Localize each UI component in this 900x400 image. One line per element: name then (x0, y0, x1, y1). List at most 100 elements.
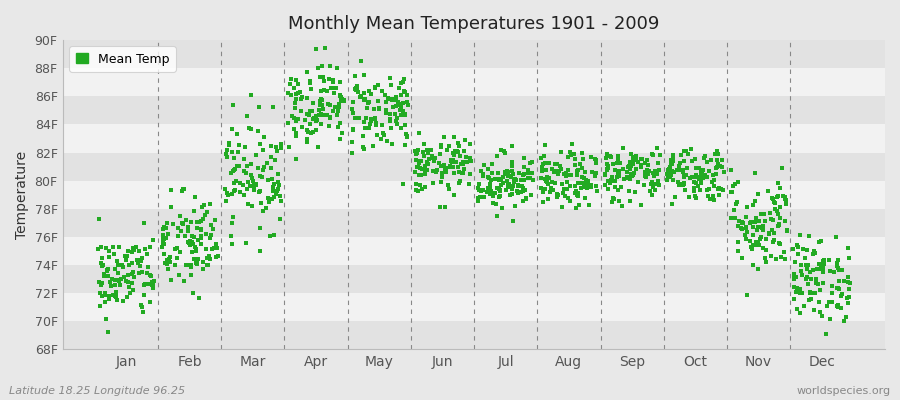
Point (538, 176, 553, 183)
Point (251, 128, 266, 134)
Point (766, 238, 780, 245)
Point (220, 154, 234, 160)
Point (364, 117, 378, 124)
Point (378, 92, 392, 98)
Point (322, 101, 337, 108)
Point (685, 174, 699, 180)
Point (640, 157, 654, 163)
Point (608, 196, 622, 203)
Point (550, 160, 564, 167)
Point (334, 98, 348, 104)
Point (687, 178, 701, 185)
Point (368, 120, 382, 126)
Point (515, 183, 529, 189)
Point (303, 121, 318, 127)
Point (164, 204, 178, 210)
Point (253, 248, 267, 254)
Point (125, 249, 140, 255)
Point (348, 73, 363, 80)
Point (577, 180, 591, 187)
Point (331, 103, 346, 110)
Point (323, 63, 338, 70)
Point (368, 84, 382, 91)
Point (706, 172, 720, 178)
Point (746, 242, 760, 248)
Point (490, 153, 504, 160)
Point (505, 186, 519, 192)
Point (561, 167, 575, 174)
Point (320, 88, 334, 94)
Point (291, 81, 305, 87)
Point (648, 187, 662, 194)
Point (121, 279, 135, 286)
Point (97, 299, 112, 305)
Point (460, 158, 474, 165)
Point (503, 174, 517, 180)
Point (770, 223, 785, 230)
Point (351, 115, 365, 122)
Point (239, 163, 254, 169)
Point (311, 65, 326, 72)
Point (289, 133, 303, 140)
Point (451, 149, 465, 155)
Point (834, 290, 849, 297)
Point (516, 185, 530, 191)
Point (563, 149, 578, 155)
Point (210, 244, 224, 251)
Point (158, 235, 173, 241)
Point (410, 157, 424, 163)
Bar (63, 124, 885, 152)
Point (545, 179, 560, 185)
Point (242, 125, 256, 131)
Point (187, 193, 202, 200)
Point (535, 168, 549, 174)
Point (822, 257, 836, 264)
Point (99, 244, 113, 251)
Point (817, 260, 832, 266)
Point (238, 240, 253, 246)
Point (281, 90, 295, 97)
Point (220, 192, 235, 199)
Point (495, 204, 509, 211)
Point (316, 74, 330, 80)
Point (325, 108, 339, 114)
Point (459, 154, 473, 161)
Point (790, 251, 805, 257)
Point (551, 192, 565, 199)
Point (554, 163, 568, 170)
Point (293, 89, 308, 96)
Point (603, 180, 617, 186)
Point (689, 164, 704, 171)
Point (756, 245, 770, 251)
Point (266, 104, 280, 110)
Point (716, 169, 731, 175)
Point (304, 130, 319, 136)
Point (563, 172, 578, 178)
Point (173, 213, 187, 219)
Point (135, 304, 149, 310)
Point (833, 305, 848, 311)
Point (360, 104, 374, 111)
Point (354, 92, 368, 99)
Point (101, 266, 115, 272)
Point (626, 172, 641, 178)
Point (249, 182, 264, 188)
Point (446, 152, 461, 158)
Point (787, 246, 801, 252)
Point (541, 196, 555, 202)
Point (311, 107, 326, 113)
Point (332, 120, 347, 126)
Point (122, 284, 136, 290)
Point (536, 199, 550, 205)
Point (709, 164, 724, 170)
Point (613, 160, 627, 166)
Point (132, 262, 147, 269)
Point (324, 85, 338, 91)
Point (559, 170, 573, 176)
Point (620, 169, 634, 175)
Point (491, 185, 505, 191)
Point (350, 87, 365, 93)
Point (626, 170, 641, 176)
Point (813, 286, 827, 293)
Point (102, 248, 116, 254)
